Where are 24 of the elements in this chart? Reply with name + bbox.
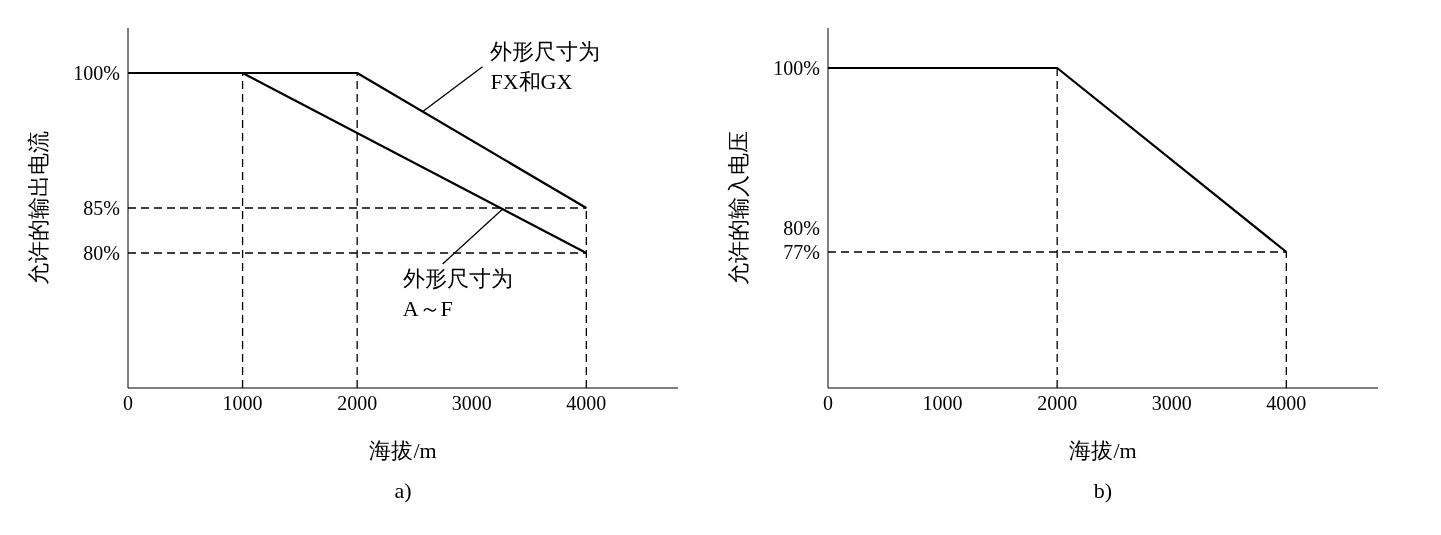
y-tick-label: 100% (73, 62, 120, 85)
annotation: 外形尺寸为 A～F (402, 265, 513, 321)
text: b) (1092, 478, 1114, 504)
x-tick-label: 0 (123, 392, 133, 415)
x-tick-label: 3000 (451, 392, 492, 415)
y-tick-label: 80% (783, 217, 820, 240)
x-tick-label: 1000 (222, 392, 263, 415)
x-tick-label: 2000 (337, 392, 378, 415)
x-tick-label: 1000 (922, 392, 963, 415)
y-tick-label: 85% (83, 197, 120, 220)
y-tick-label: 80% (83, 242, 120, 265)
y-axis-title: 允许的输入电压 (725, 131, 751, 285)
y-tick-label: 77% (783, 241, 820, 264)
text: a) (393, 478, 413, 504)
x-tick-label: 3000 (1151, 392, 1192, 415)
y-axis-title: 允许的输出电流 (25, 131, 51, 285)
x-tick-label: 4000 (1266, 392, 1307, 415)
x-tick-label: 2000 (1037, 392, 1078, 415)
annotation: 外形尺寸为 FX和GX (490, 38, 601, 94)
x-tick-label: 4000 (566, 392, 607, 415)
x-tick-label: 0 (823, 392, 833, 415)
x-axis-title: 海拔/m (369, 438, 437, 463)
x-axis-title: 海拔/m (1069, 438, 1137, 463)
y-tick-label: 100% (773, 57, 820, 80)
